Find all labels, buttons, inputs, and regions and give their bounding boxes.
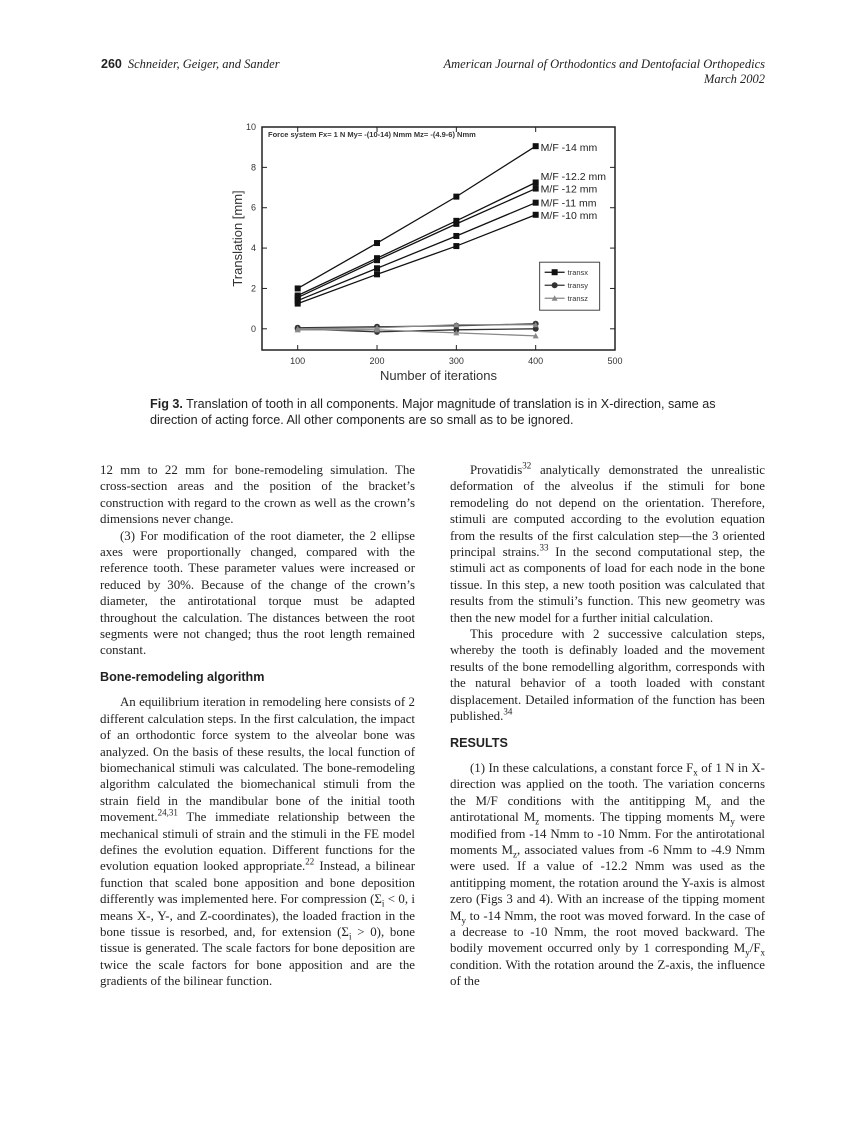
superscript: 32 [522, 460, 532, 471]
series-label: M/F -11 mm [541, 197, 597, 209]
authors: Schneider, Geiger, and Sander [127, 57, 280, 71]
data-point [532, 332, 539, 339]
page-number: 260 [101, 57, 122, 71]
paragraph: 12 mm to 22 mm for bone-remodeling simul… [100, 463, 415, 527]
legend-label: transz [568, 294, 589, 303]
subscript: y [745, 947, 750, 958]
series-line-transx [297, 145, 537, 290]
y-tick-label: 10 [246, 122, 256, 132]
x-tick-label: 200 [370, 356, 385, 366]
y-tick-label: 8 [251, 162, 256, 172]
paragraph: (1) In these calculations, a constant fo… [450, 760, 766, 989]
data-point [453, 220, 460, 227]
paragraph: Provatidis32 analytically demonstrated t… [450, 460, 765, 625]
subscript: i [348, 931, 352, 942]
data-point [532, 325, 539, 332]
legend-label: transx [568, 268, 589, 277]
y-axis-label: Translation [mm] [230, 190, 245, 286]
data-point [374, 240, 381, 247]
paragraph: An equilibrium iteration in remodeling h… [100, 695, 415, 989]
figure-caption: Fig 3. Translation of tooth in all compo… [150, 396, 730, 428]
series-label: M/F -10 mm [541, 210, 598, 222]
data-point [374, 271, 381, 278]
data-point [532, 321, 539, 328]
series-line-transz [297, 329, 536, 337]
data-point [294, 285, 301, 292]
data-point [453, 232, 460, 239]
data-point [453, 326, 460, 333]
translation-chart: 100 200 300 400 500 0 2 4 6 8 10 Number of iteratio… [230, 122, 623, 383]
subscript: y [461, 915, 466, 926]
data-point [453, 329, 460, 336]
chart-title: Force system Fx= 1 N My= -(10-14) Nmm Mz… [268, 130, 476, 139]
data-point [374, 326, 381, 333]
section-heading: RESULTS [450, 735, 508, 750]
series-label: M/F -14 mm [541, 142, 598, 154]
data-point [453, 217, 460, 224]
issue-date: March 2002 [704, 72, 765, 86]
legend-label: transy [568, 281, 589, 290]
x-tick-label: 100 [290, 356, 305, 366]
data-point [532, 143, 539, 150]
data-point [294, 294, 301, 301]
series-line-transx [297, 202, 536, 302]
y-tick-label: 6 [251, 203, 256, 213]
subscript: z [535, 816, 540, 827]
y-tick-label: 2 [251, 283, 256, 293]
superscript: 22 [305, 857, 315, 868]
series-line-transx [297, 181, 536, 297]
data-point [453, 321, 460, 328]
paragraph: (3) For modification of the root diamete… [100, 528, 415, 658]
section-heading: Bone-remodeling algorithm [100, 669, 265, 684]
subscript: y [730, 816, 735, 827]
series-line-transz [297, 324, 536, 330]
legend-marker [551, 282, 558, 289]
journal-name: American Journal of Orthodontics and Den… [443, 57, 766, 71]
subscript: y [706, 800, 712, 811]
subscript: i [381, 898, 385, 909]
series-label: M/F -12 mm [541, 184, 598, 196]
x-tick-label: 300 [449, 356, 464, 366]
running-header-left: 260 Schneider, Geiger, and Sander [101, 57, 280, 72]
subscript: z [512, 849, 517, 860]
figure-label: Fig 3. [150, 397, 183, 411]
data-point [374, 257, 381, 264]
superscript: 24,31 [157, 807, 178, 818]
series-line-transx [297, 214, 536, 305]
superscript: 34 [503, 706, 513, 717]
data-point [532, 199, 539, 206]
data-point [532, 185, 539, 192]
legend-box [539, 261, 601, 311]
legend-marker [551, 295, 558, 301]
series-line-transx [297, 187, 536, 299]
caption-text: Translation of tooth in all components. … [150, 397, 716, 427]
subscript: x [760, 947, 766, 958]
subscript: x [693, 767, 698, 778]
x-tick-label: 500 [607, 356, 622, 366]
plot-frame [261, 126, 616, 351]
running-header-right: American Journal of Orthodontics and Den… [444, 57, 766, 87]
y-tick-label: 4 [251, 243, 256, 253]
superscript: 33 [539, 542, 549, 553]
data-point [374, 265, 381, 272]
data-point [294, 297, 301, 304]
data-point [532, 179, 539, 186]
data-point [294, 326, 301, 333]
right-column: Provatidis32 analytically demonstrated t… [450, 460, 766, 990]
x-axis-label: Number of iterations [380, 368, 498, 383]
data-point [453, 243, 460, 250]
y-tick-label: 0 [251, 324, 256, 334]
paragraph: This procedure with 2 successive calcula… [450, 627, 765, 724]
data-point [294, 300, 301, 307]
left-column: 12 mm to 22 mm for bone-remodeling simul… [100, 462, 415, 990]
data-point [453, 193, 460, 200]
x-tick-label: 400 [528, 356, 543, 366]
series-label: M/F -12.2 mm [541, 171, 607, 183]
legend-marker [551, 269, 558, 276]
data-point [532, 211, 539, 218]
